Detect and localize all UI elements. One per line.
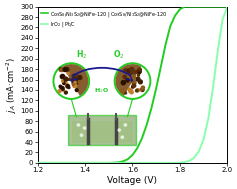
Circle shape bbox=[72, 84, 74, 85]
Circle shape bbox=[123, 75, 127, 79]
Y-axis label: $j_A$ (mA·cm$^{-2}$): $j_A$ (mA·cm$^{-2}$) bbox=[4, 57, 18, 113]
Circle shape bbox=[124, 69, 126, 72]
Circle shape bbox=[60, 87, 64, 90]
Circle shape bbox=[63, 82, 65, 84]
Circle shape bbox=[73, 84, 77, 88]
Circle shape bbox=[128, 68, 131, 72]
Wedge shape bbox=[63, 64, 88, 96]
Circle shape bbox=[127, 69, 130, 72]
Circle shape bbox=[77, 124, 80, 126]
Circle shape bbox=[75, 76, 78, 79]
Circle shape bbox=[128, 77, 132, 81]
X-axis label: Voltage (V): Voltage (V) bbox=[107, 176, 157, 185]
Circle shape bbox=[73, 80, 76, 83]
Circle shape bbox=[129, 71, 133, 75]
Circle shape bbox=[128, 88, 131, 91]
Circle shape bbox=[78, 81, 80, 83]
Circle shape bbox=[121, 81, 125, 85]
Circle shape bbox=[58, 90, 61, 93]
Circle shape bbox=[137, 69, 141, 74]
Circle shape bbox=[60, 74, 65, 79]
Circle shape bbox=[68, 78, 70, 80]
Circle shape bbox=[63, 68, 67, 71]
Circle shape bbox=[65, 83, 68, 86]
Circle shape bbox=[141, 86, 145, 89]
Circle shape bbox=[124, 69, 128, 72]
Circle shape bbox=[59, 67, 63, 71]
Circle shape bbox=[59, 85, 62, 88]
Circle shape bbox=[132, 84, 136, 87]
Circle shape bbox=[53, 63, 89, 99]
FancyBboxPatch shape bbox=[71, 120, 132, 143]
Text: O$_2$: O$_2$ bbox=[113, 48, 124, 61]
Circle shape bbox=[62, 89, 64, 91]
Circle shape bbox=[64, 77, 68, 81]
Circle shape bbox=[126, 79, 129, 82]
Circle shape bbox=[72, 81, 76, 85]
Circle shape bbox=[73, 81, 76, 84]
Circle shape bbox=[75, 74, 77, 77]
Circle shape bbox=[125, 92, 127, 94]
Circle shape bbox=[132, 73, 134, 75]
Wedge shape bbox=[116, 64, 141, 96]
Circle shape bbox=[127, 69, 129, 71]
Circle shape bbox=[72, 74, 76, 78]
Circle shape bbox=[132, 81, 136, 84]
Circle shape bbox=[131, 75, 136, 79]
Circle shape bbox=[72, 78, 74, 80]
Circle shape bbox=[132, 80, 135, 83]
Circle shape bbox=[136, 77, 140, 81]
Circle shape bbox=[137, 74, 139, 76]
Circle shape bbox=[65, 68, 69, 71]
Circle shape bbox=[130, 91, 133, 94]
Text: H$_2$O: H$_2$O bbox=[94, 86, 109, 95]
Circle shape bbox=[115, 63, 150, 99]
Circle shape bbox=[78, 76, 82, 80]
Circle shape bbox=[138, 68, 141, 71]
Circle shape bbox=[63, 81, 64, 83]
Circle shape bbox=[135, 71, 137, 73]
Circle shape bbox=[62, 80, 64, 82]
Circle shape bbox=[129, 89, 132, 93]
Circle shape bbox=[68, 87, 70, 89]
Circle shape bbox=[60, 68, 64, 72]
Circle shape bbox=[138, 80, 142, 84]
Circle shape bbox=[121, 89, 125, 93]
Circle shape bbox=[67, 72, 69, 74]
Text: H$_2$: H$_2$ bbox=[76, 48, 87, 61]
Circle shape bbox=[140, 88, 142, 91]
Circle shape bbox=[66, 84, 69, 88]
Circle shape bbox=[75, 81, 78, 84]
Circle shape bbox=[74, 81, 76, 83]
Circle shape bbox=[130, 67, 134, 72]
Circle shape bbox=[75, 89, 78, 91]
Legend: Co$_9$S$_8$/Ni$_3$S$_2$@NiFe-120 | Co$_9$S$_8$/Ni$_3$S$_2$@NiFe-120, IrO$_2$ | P: Co$_9$S$_8$/Ni$_3$S$_2$@NiFe-120 | Co$_9… bbox=[40, 9, 168, 29]
Circle shape bbox=[141, 88, 144, 91]
Circle shape bbox=[121, 136, 123, 138]
Circle shape bbox=[127, 69, 129, 71]
Circle shape bbox=[136, 89, 139, 92]
Circle shape bbox=[132, 85, 134, 88]
Circle shape bbox=[138, 74, 140, 75]
Circle shape bbox=[118, 129, 120, 131]
Circle shape bbox=[76, 76, 80, 80]
FancyBboxPatch shape bbox=[68, 115, 136, 145]
Circle shape bbox=[136, 90, 137, 92]
Circle shape bbox=[72, 78, 76, 81]
Circle shape bbox=[64, 91, 67, 94]
Circle shape bbox=[124, 124, 127, 126]
Circle shape bbox=[83, 127, 86, 129]
Circle shape bbox=[80, 134, 83, 136]
